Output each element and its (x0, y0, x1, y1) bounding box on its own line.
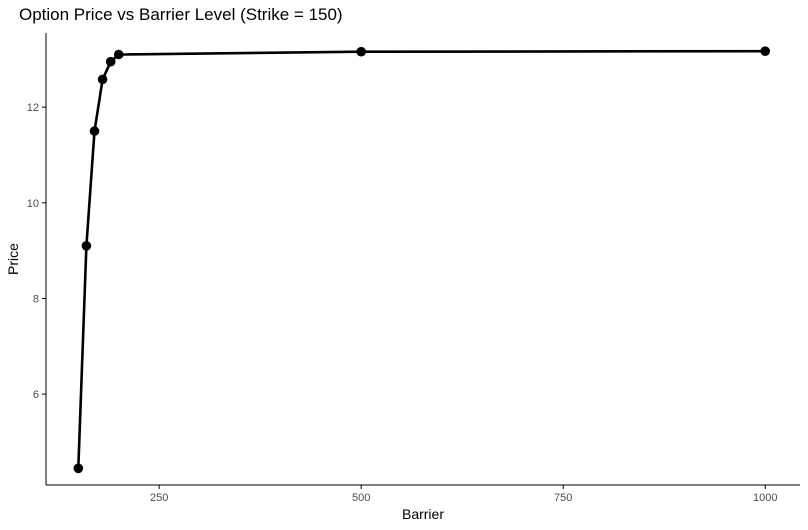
chart-title: Option Price vs Barrier Level (Strike = … (19, 5, 343, 24)
y-tick-label: 12 (27, 102, 39, 114)
data-point (97, 74, 108, 85)
x-axis-title: Barrier (402, 506, 444, 522)
data-point (73, 463, 84, 474)
data-point (760, 46, 770, 56)
x-tick-label: 500 (352, 492, 370, 504)
plot-area (45, 33, 800, 486)
y-tick-label: 10 (27, 198, 39, 210)
x-tick-label: 250 (150, 492, 168, 504)
series-layer (73, 46, 770, 474)
data-point (89, 126, 100, 136)
y-tick-label: 8 (33, 293, 39, 305)
x-tick-label: 750 (554, 492, 572, 504)
y-tick-label: 6 (33, 389, 39, 401)
series-line (77, 49, 767, 470)
data-point (356, 46, 367, 57)
data-point (113, 49, 124, 60)
x-axis-ticks: 250 500 750 1000 (150, 485, 777, 504)
y-axis-ticks: 6 8 10 12 (27, 102, 46, 401)
x-tick-label: 1000 (753, 492, 777, 504)
data-point (81, 241, 92, 251)
y-axis-title: Price (5, 243, 21, 275)
data-point (105, 56, 116, 67)
